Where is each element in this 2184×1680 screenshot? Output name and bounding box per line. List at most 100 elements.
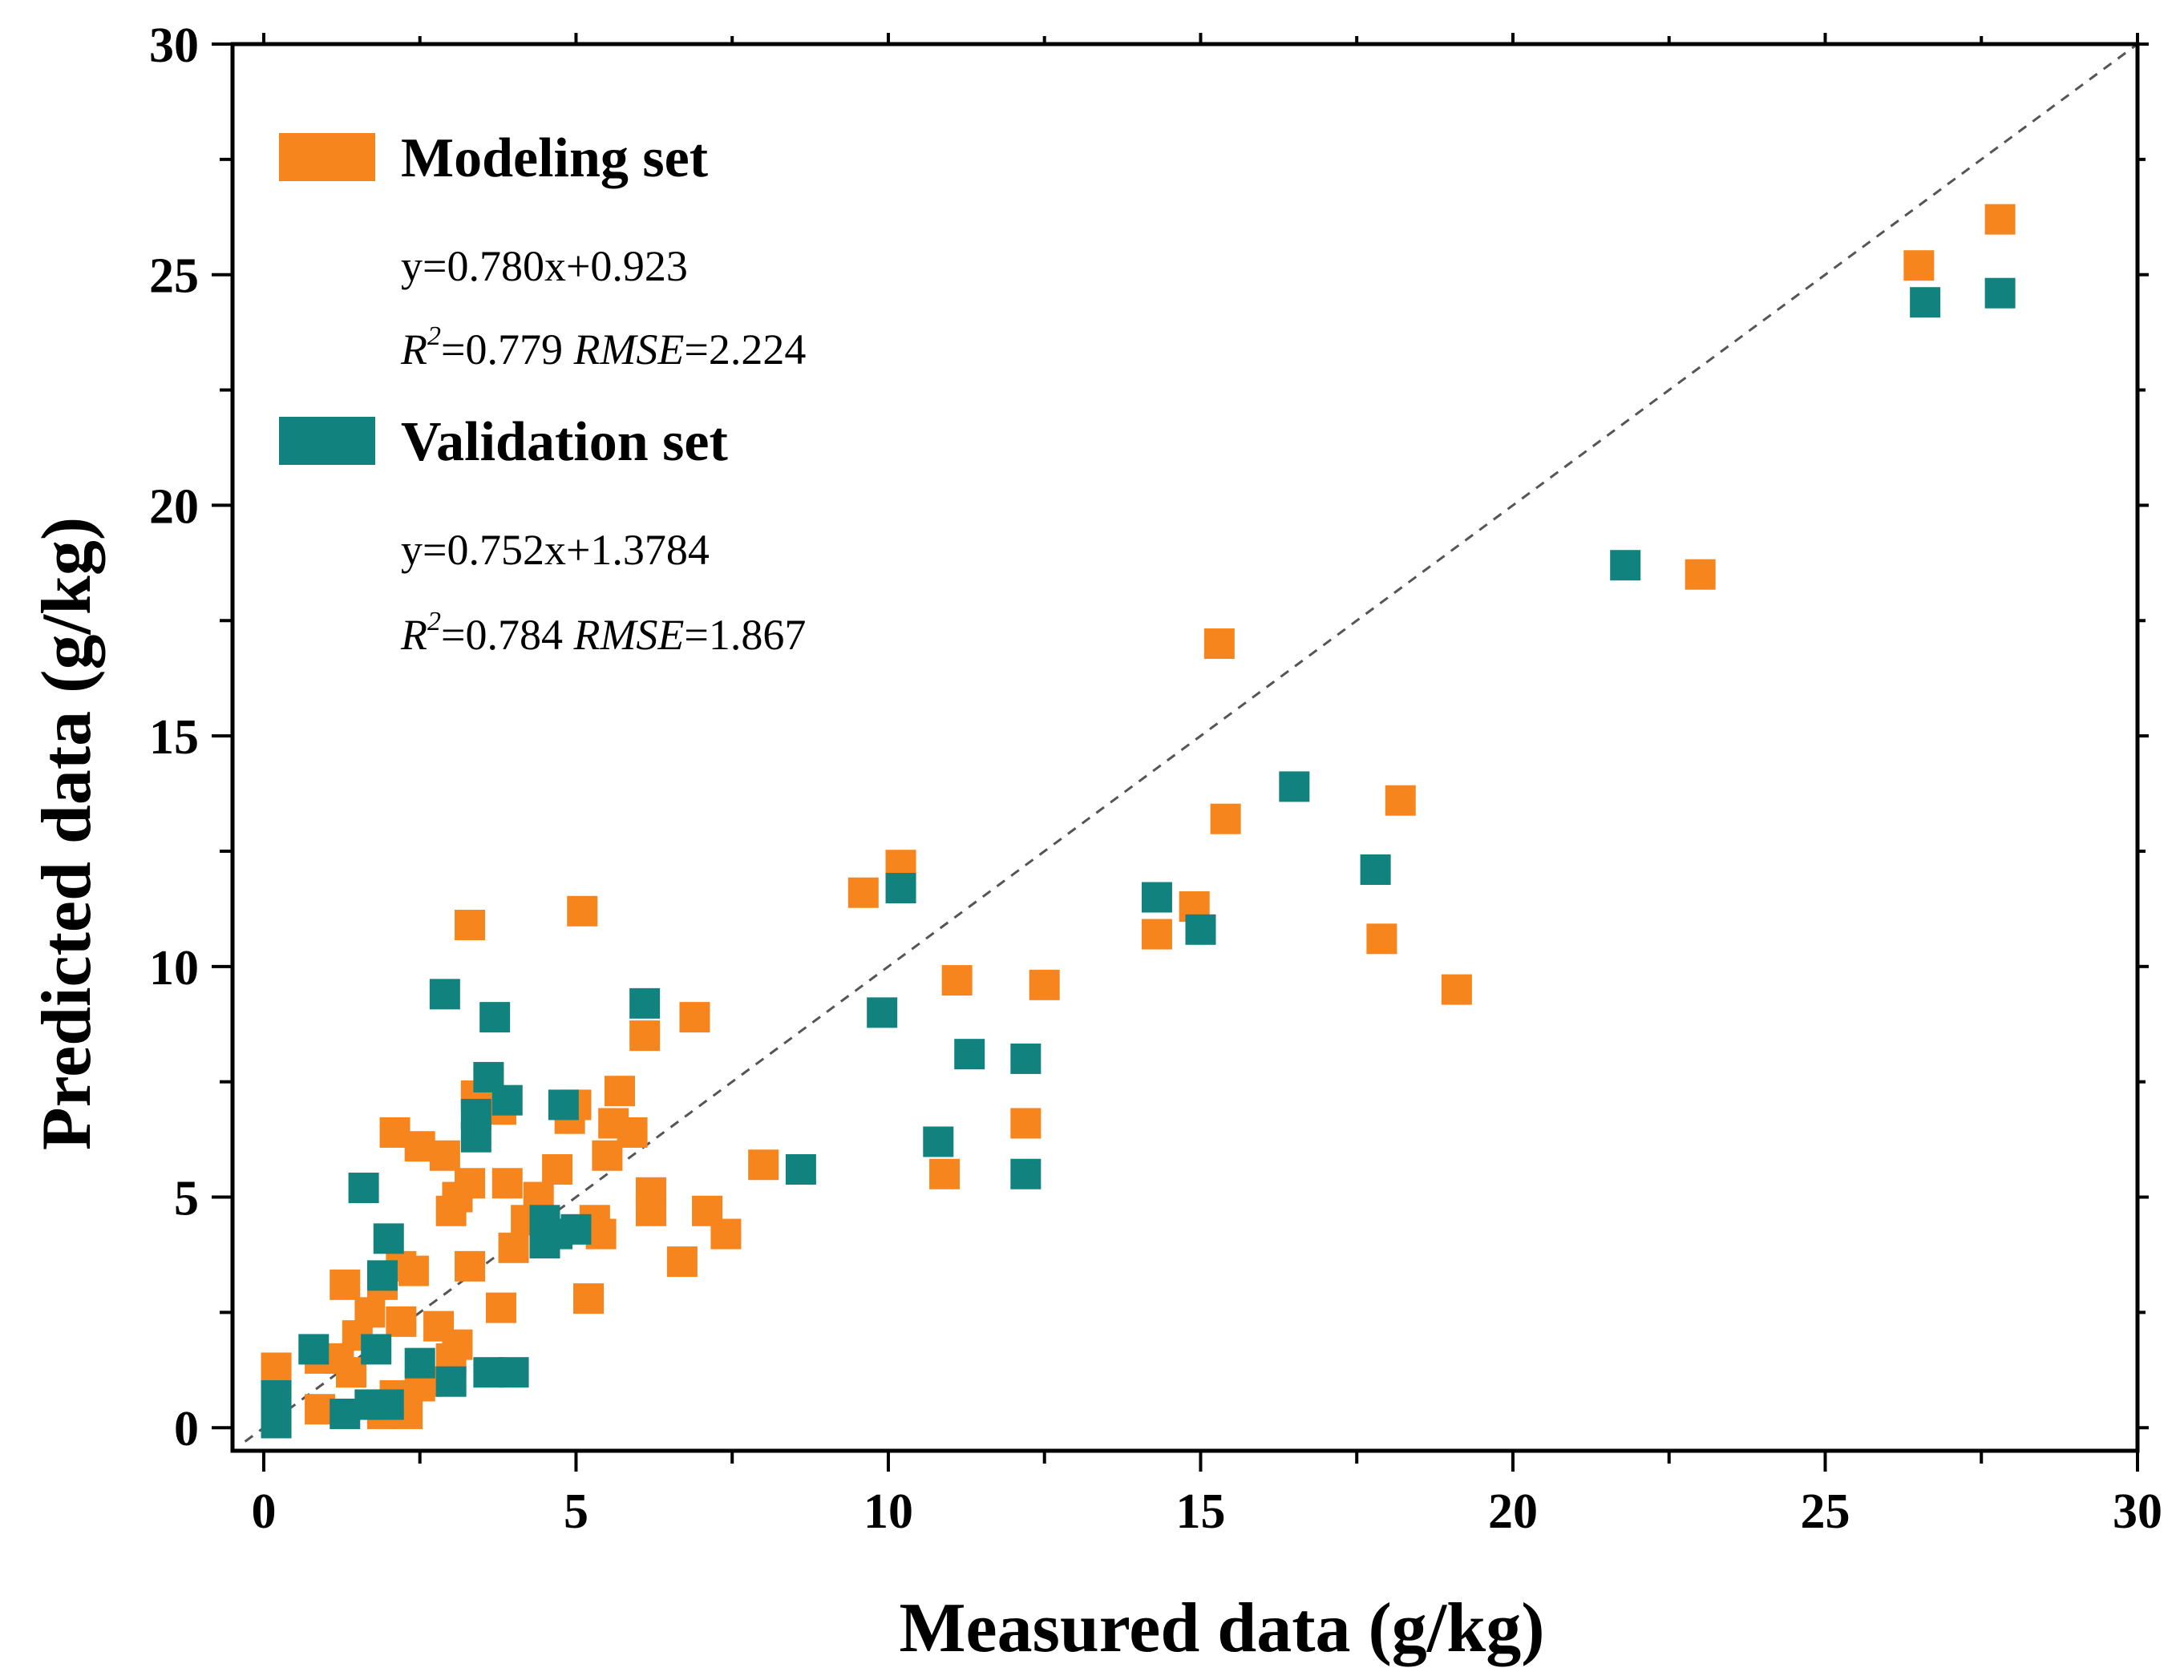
validation-point: [498, 1357, 529, 1388]
y-tick-label: 0: [174, 1402, 199, 1456]
validation-set-points: [261, 277, 2016, 1439]
validation-point: [435, 1366, 467, 1397]
y-tick-label: 20: [149, 479, 199, 534]
modeling-point: [261, 1352, 292, 1383]
validation-point: [1279, 771, 1310, 802]
validation-point: [429, 979, 460, 1010]
validation-point: [954, 1039, 985, 1070]
validation-point: [373, 1223, 404, 1254]
modeling-point: [1903, 250, 1935, 281]
legend-label-modeling: Modeling set: [401, 127, 708, 189]
modeling-point: [692, 1195, 723, 1226]
y-axis-title: Predicted data (g/kg): [28, 517, 106, 1150]
x-tick-label: 10: [863, 1484, 913, 1539]
validation-point: [460, 1121, 491, 1153]
modeling-point: [330, 1269, 361, 1300]
modeling-rmse-label: RMSE: [572, 325, 684, 374]
validation-point: [479, 1002, 511, 1033]
modeling-point: [598, 1108, 629, 1139]
modeling-statistics: R2=0.779 RMSE=2.224: [400, 321, 806, 374]
modeling-point: [1441, 974, 1472, 1005]
modeling-point: [1210, 803, 1241, 834]
validation-point: [885, 873, 916, 903]
modeling-point: [498, 1232, 529, 1263]
x-axis-ticks: 0 5 10 15 20 25 30: [251, 33, 2162, 1539]
modeling-point: [666, 1246, 698, 1278]
validation-point: [1010, 1043, 1041, 1074]
modeling-point: [542, 1154, 573, 1185]
validation-point: [1141, 882, 1172, 913]
x-tick-label: 15: [1175, 1484, 1225, 1539]
modeling-point: [1203, 628, 1235, 660]
modeling-point: [592, 1140, 623, 1171]
validation-point: [261, 1407, 292, 1439]
y-tick-label: 10: [149, 941, 199, 995]
modeling-point: [491, 1168, 523, 1199]
validation-point: [361, 1334, 392, 1365]
x-tick-label: 20: [1488, 1484, 1538, 1539]
y-tick-label: 15: [149, 710, 199, 765]
validation-point: [1984, 277, 2016, 309]
modeling-point: [1685, 559, 1716, 590]
one-to-one-reference-line: [244, 42, 2138, 1443]
validation-r2-label: R: [400, 611, 427, 659]
validation-point: [404, 1347, 435, 1379]
modeling-point: [455, 1250, 486, 1282]
validation-point: [330, 1398, 361, 1429]
modeling-point: [567, 895, 598, 927]
modeling-point: [1366, 923, 1397, 955]
x-tick-label: 25: [1800, 1484, 1850, 1539]
modeling-r2-label: R: [400, 325, 427, 374]
modeling-point: [455, 910, 486, 941]
modeling-point: [485, 1292, 516, 1323]
validation-point: [348, 1173, 379, 1204]
modeling-rmse-value: =2.224: [684, 325, 806, 374]
modeling-equation: y=0.780x+0.923: [401, 242, 688, 290]
modeling-point: [1029, 969, 1060, 1000]
validation-point: [923, 1126, 954, 1157]
modeling-point: [635, 1195, 666, 1226]
validation-rmse-label: RMSE: [572, 611, 684, 659]
validation-r2-value: =0.784: [441, 611, 573, 659]
modeling-point: [386, 1306, 417, 1337]
modeling-point: [847, 877, 879, 908]
modeling-point: [941, 965, 973, 996]
validation-point: [1185, 914, 1216, 945]
modeling-point: [1010, 1108, 1041, 1139]
modeling-point: [604, 1076, 635, 1107]
modeling-point: [629, 1020, 661, 1052]
x-tick-label: 5: [564, 1484, 588, 1539]
modeling-r2-value: =0.779: [441, 325, 573, 374]
modeling-point: [379, 1117, 411, 1148]
validation-point: [629, 987, 661, 1019]
validation-point: [298, 1334, 330, 1365]
modeling-r2-superscript: 2: [427, 321, 441, 351]
modeling-point: [679, 1002, 710, 1033]
legend-swatch-validation: [279, 417, 375, 465]
validation-point: [491, 1084, 523, 1116]
validation-equation: y=0.752x+1.3784: [401, 526, 710, 574]
y-axis-ticks: 0 5 10 15 20 25 30: [149, 18, 2149, 1456]
x-tick-label: 30: [2113, 1484, 2162, 1539]
modeling-set-points: [261, 204, 2016, 1429]
x-axis-title: Measured data (g/kg): [899, 1589, 1544, 1667]
validation-point: [1360, 854, 1391, 885]
modeling-point: [1984, 204, 2016, 235]
validation-rmse-value: =1.867: [684, 611, 806, 659]
validation-point: [1610, 550, 1641, 581]
x-tick-label: 0: [251, 1484, 276, 1539]
validation-point: [1010, 1158, 1041, 1189]
validation-point: [1910, 287, 1941, 318]
y-tick-label: 30: [149, 18, 199, 73]
modeling-point: [748, 1149, 779, 1181]
validation-point: [560, 1214, 592, 1245]
validation-point: [529, 1228, 560, 1259]
modeling-point: [929, 1158, 961, 1189]
legend-label-validation: Validation set: [401, 411, 728, 473]
plot-frame: [230, 42, 2140, 1453]
validation-statistics: R2=0.784 RMSE=1.867: [400, 607, 806, 659]
y-tick-label: 25: [149, 249, 199, 304]
modeling-point: [573, 1283, 605, 1315]
validation-point: [867, 997, 898, 1028]
